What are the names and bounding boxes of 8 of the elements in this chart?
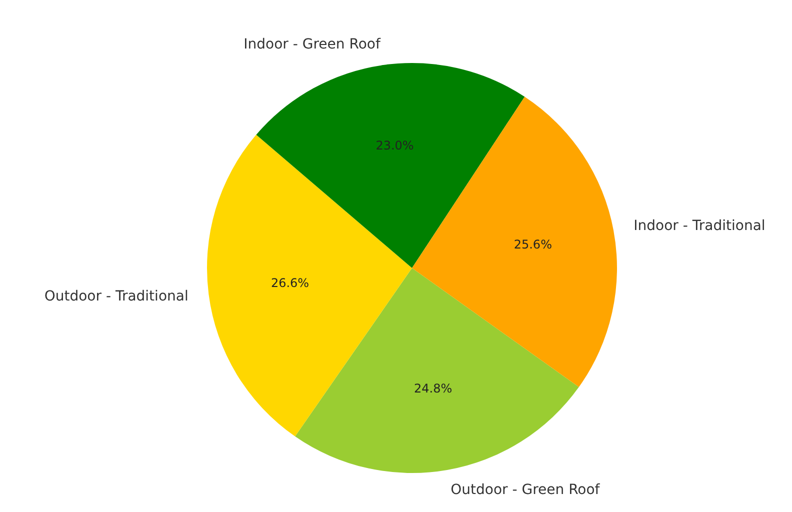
data-label: 26.6%	[270, 276, 310, 290]
slice-label: Outdoor - Traditional	[44, 288, 188, 304]
slice-label: Outdoor - Green Roof	[450, 482, 601, 498]
data-label: 24.8%	[414, 381, 452, 396]
slice-label: Indoor - Traditional	[634, 218, 766, 234]
data-label: 25.6%	[514, 238, 552, 252]
slice-label: Indoor - Green Roof	[244, 36, 382, 52]
data-label: 23.0%	[376, 138, 414, 152]
